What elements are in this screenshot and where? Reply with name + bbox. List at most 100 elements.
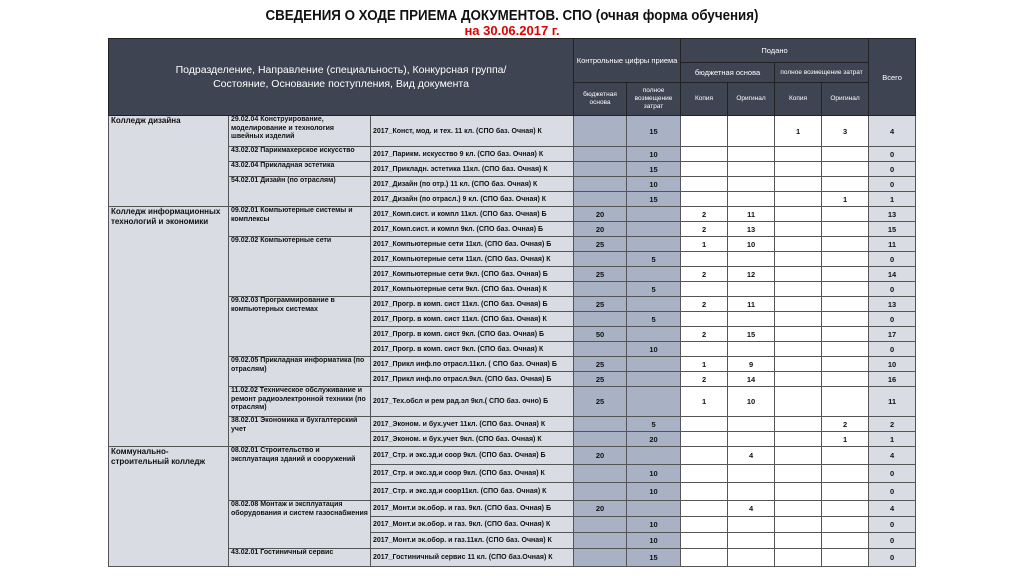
budget-original-cell bbox=[727, 161, 776, 177]
full-copy-cell: 1 bbox=[774, 115, 823, 147]
full-copy-cell bbox=[774, 341, 823, 357]
full-copy-cell bbox=[774, 161, 823, 177]
table-row: 09.02.05 Прикладная информатика (по отра… bbox=[109, 356, 917, 387]
group-cell: 2017_Стр. и экс.зд.и соор11кл. (СПО баз.… bbox=[369, 482, 575, 501]
full-original-cell bbox=[821, 356, 870, 372]
control-full-cell bbox=[626, 296, 682, 312]
full-original-cell bbox=[821, 532, 870, 549]
group-cell: 2017_Дизайн (по отр.) 11 кл. (СПО баз. О… bbox=[369, 176, 575, 192]
table-row: Колледж информационных технологий и экон… bbox=[108, 206, 917, 447]
budget-copy-cell: 2 bbox=[680, 296, 729, 312]
direction-cell: 08.02.01 Строительство и эксплуатация зд… bbox=[228, 446, 371, 501]
control-full-cell: 10 bbox=[626, 532, 682, 549]
full-original-cell bbox=[821, 386, 870, 417]
control-budget-cell bbox=[573, 341, 628, 357]
full-copy-cell bbox=[774, 221, 823, 237]
full-copy-cell bbox=[774, 311, 823, 327]
header-control-budget: бюджетная основа bbox=[573, 82, 628, 116]
group-cell: 2017_Компьютерные сети 9кл. (СПО баз. Оч… bbox=[369, 266, 575, 282]
budget-original-cell bbox=[727, 176, 776, 192]
table-row: 54.02.01 Дизайн (по отраслям) 2017_Дизайн… bbox=[109, 176, 917, 207]
total-cell: 14 bbox=[868, 266, 917, 282]
control-budget-cell bbox=[573, 311, 628, 327]
full-copy-cell bbox=[774, 236, 823, 252]
full-original-cell bbox=[821, 251, 870, 267]
total-cell: 0 bbox=[868, 464, 917, 483]
total-cell: 11 bbox=[868, 386, 917, 417]
group-cell: 2017_Эконом. и бух.учет 9кл. (СПО баз. О… bbox=[369, 431, 575, 447]
table-row: 2017_Монт.и эк.обор. и газ.11кл. (СПО ба… bbox=[109, 532, 917, 549]
budget-copy-cell: 2 bbox=[680, 266, 729, 282]
full-original-cell bbox=[821, 482, 870, 501]
direction-cell: 38.02.01 Экономика и бухгалтерский учет bbox=[228, 416, 371, 447]
header-main: Подразделение, Направление (специальност… bbox=[107, 38, 575, 116]
budget-copy-cell: 2 bbox=[680, 221, 729, 237]
full-original-cell bbox=[821, 176, 870, 192]
control-budget-cell: 20 bbox=[573, 221, 628, 237]
control-full-cell bbox=[626, 386, 682, 417]
total-cell: 0 bbox=[868, 281, 917, 297]
group-cell: 2017_Стр. и экс.зд.и соор 9кл. (СПО баз.… bbox=[369, 446, 575, 465]
control-full-cell bbox=[626, 221, 682, 237]
group-cell: 2017_Компьютерные сети 11кл. (СПО баз. О… bbox=[369, 251, 575, 267]
budget-original-cell bbox=[727, 464, 776, 483]
division-cell: Колледж дизайна bbox=[108, 115, 229, 207]
control-budget-cell: 20 bbox=[573, 446, 628, 465]
table-row: 2017_Стр. и экс.зд.и соор11кл. (СПО баз.… bbox=[109, 482, 917, 501]
budget-copy-cell: 2 bbox=[680, 371, 729, 387]
header-original-full: Оригинал bbox=[821, 82, 870, 116]
control-full-cell: 10 bbox=[626, 464, 682, 483]
group-cell: 2017_Прогр. в комп. сист 9кл. (СПО баз. … bbox=[369, 326, 575, 342]
control-full-cell: 5 bbox=[626, 251, 682, 267]
group-cell: 2017_Компьютерные сети 11кл. (СПО баз. О… bbox=[369, 236, 575, 252]
budget-original-cell bbox=[727, 516, 776, 533]
control-full-cell bbox=[626, 500, 682, 517]
budget-copy-cell bbox=[680, 482, 729, 501]
direction-cell: 09.02.02 Компьютерные сети bbox=[228, 236, 371, 297]
direction-cell: 54.02.01 Дизайн (по отраслям) bbox=[228, 176, 371, 207]
control-full-cell: 10 bbox=[626, 146, 682, 162]
control-full-cell bbox=[626, 356, 682, 372]
control-full-cell bbox=[626, 326, 682, 342]
direction-cell: 11.02.02 Техническое обслуживание и ремо… bbox=[228, 386, 371, 417]
budget-original-cell: 13 bbox=[727, 221, 776, 237]
group-cell: 2017_Монт.и эк.обор. и газ. 9кл. (СПО ба… bbox=[369, 500, 575, 517]
budget-copy-cell bbox=[680, 532, 729, 549]
table-row: 08.02.08 Монтаж и эксплуатация оборудова… bbox=[109, 500, 917, 549]
budget-original-cell bbox=[727, 482, 776, 501]
budget-original-cell: 4 bbox=[727, 446, 776, 465]
budget-copy-cell bbox=[680, 500, 729, 517]
direction-cell: 43.02.02 Парикмахерское искусство bbox=[228, 146, 371, 162]
table-row: 09.02.03 Программирование в компьютерных… bbox=[109, 296, 917, 357]
budget-original-cell: 12 bbox=[727, 266, 776, 282]
full-copy-cell bbox=[774, 326, 823, 342]
total-cell: 15 bbox=[868, 221, 917, 237]
control-budget-cell bbox=[573, 464, 628, 483]
control-full-cell: 10 bbox=[626, 176, 682, 192]
full-original-cell: 3 bbox=[821, 115, 870, 147]
total-cell: 4 bbox=[868, 115, 917, 147]
full-original-cell bbox=[821, 206, 870, 222]
full-copy-cell bbox=[774, 296, 823, 312]
table-row: Коммунально-строительный колледж 08.02.01… bbox=[108, 446, 917, 567]
group-cell: 2017_Эконом. и бух.учет 11кл. (СПО баз. … bbox=[369, 416, 575, 432]
group-cell: 2017_Прогр. в комп. сист 11кл. (СПО баз.… bbox=[369, 296, 575, 312]
full-original-cell bbox=[821, 266, 870, 282]
group-cell: 2017_Прикл инф.по отрасл.9кл. (СПО баз. … bbox=[369, 371, 575, 387]
header-sub-full: полное возмещение затрат bbox=[774, 62, 870, 83]
total-cell: 2 bbox=[868, 416, 917, 432]
control-budget-cell bbox=[573, 281, 628, 297]
budget-original-cell: 11 bbox=[727, 206, 776, 222]
total-cell: 16 bbox=[868, 371, 917, 387]
full-copy-cell bbox=[774, 356, 823, 372]
total-cell: 0 bbox=[868, 176, 917, 192]
group-cell: 2017_Комп.сист. и компл 11кл. (СПО баз. … bbox=[369, 206, 575, 222]
table-row: 2017_Эконом. и бух.учет 9кл. (СПО баз. О… bbox=[109, 431, 917, 447]
full-original-cell bbox=[821, 296, 870, 312]
control-full-cell: 10 bbox=[626, 341, 682, 357]
group-cell: 2017_Прикладн. эстетика 11кл. (СПО баз. … bbox=[369, 161, 575, 177]
full-original-cell bbox=[821, 371, 870, 387]
control-full-cell: 10 bbox=[626, 482, 682, 501]
header-copy-full: Копия bbox=[774, 82, 823, 116]
full-copy-cell bbox=[774, 446, 823, 465]
